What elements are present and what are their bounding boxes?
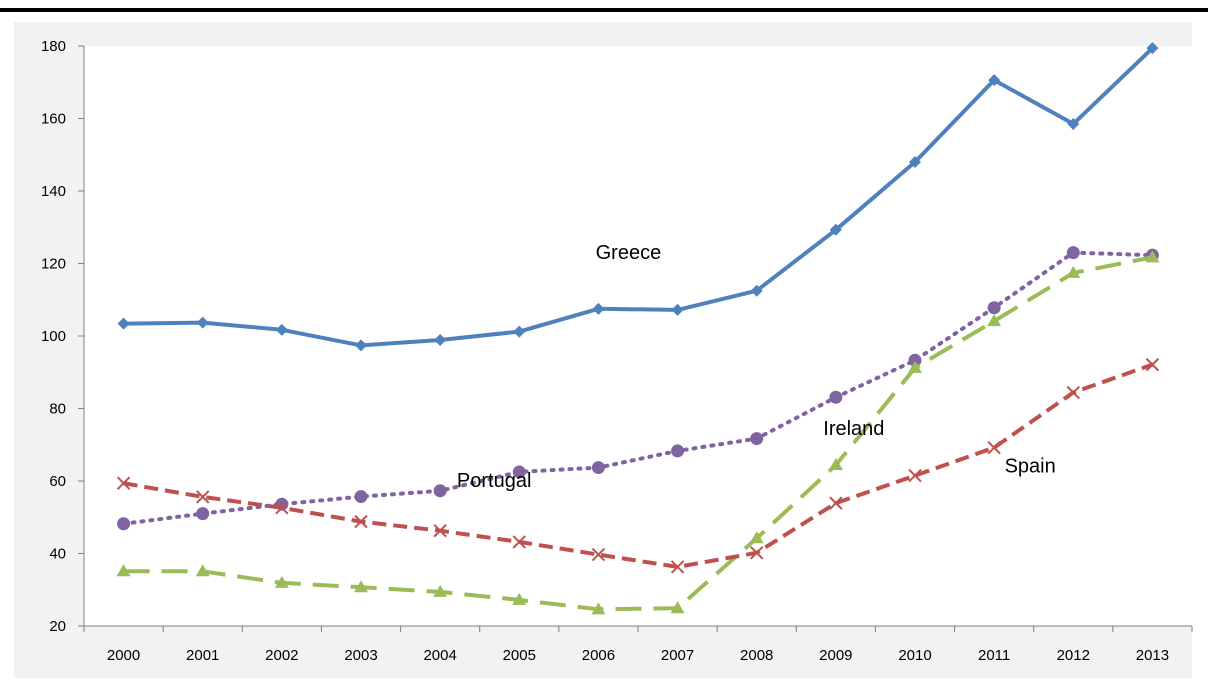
data-point-spain xyxy=(829,496,843,510)
data-point-portugal xyxy=(908,353,922,367)
y-tick-label: 20 xyxy=(49,618,66,635)
data-point-spain xyxy=(433,523,447,538)
data-point-spain xyxy=(750,546,764,560)
data-point-greece xyxy=(1067,117,1080,130)
y-tick-label: 60 xyxy=(49,473,66,490)
data-point-greece xyxy=(909,156,921,168)
data-point-ireland xyxy=(1145,250,1160,263)
data-point-ireland xyxy=(908,360,922,373)
data-point-greece xyxy=(355,339,367,352)
y-tick-label: 120 xyxy=(41,256,66,273)
x-tick-label: 2004 xyxy=(423,647,456,664)
data-point-greece xyxy=(829,223,842,236)
x-tick-label: 2005 xyxy=(503,647,536,664)
data-point-greece xyxy=(196,316,209,329)
data-point-greece xyxy=(513,325,526,338)
data-point-spain xyxy=(987,440,1001,455)
data-point-ireland xyxy=(512,592,527,605)
data-point-greece xyxy=(671,303,684,316)
data-point-spain xyxy=(354,514,368,529)
data-point-portugal xyxy=(829,390,843,404)
series-layer xyxy=(116,42,1160,615)
data-point-portugal xyxy=(117,517,131,531)
series-label-ireland: Ireland xyxy=(823,418,884,440)
data-point-greece xyxy=(592,302,605,315)
data-point-ireland xyxy=(274,575,289,588)
data-point-ireland xyxy=(828,458,843,471)
data-point-greece xyxy=(988,74,1001,87)
x-tick-label: 2000 xyxy=(107,647,140,664)
data-point-ireland xyxy=(749,531,764,544)
series-spain xyxy=(116,357,1160,574)
x-tick-label: 2007 xyxy=(661,647,694,664)
data-point-portugal xyxy=(512,465,526,479)
series-label-spain: Spain xyxy=(1005,456,1056,478)
data-point-ireland xyxy=(433,584,448,597)
data-point-greece xyxy=(750,284,763,297)
data-point-portugal xyxy=(1066,246,1080,260)
data-point-spain xyxy=(512,535,526,549)
y-tick-label: 160 xyxy=(41,111,66,128)
x-tick-label: 2002 xyxy=(265,647,298,664)
data-point-portugal xyxy=(591,461,605,475)
y-tick-label: 180 xyxy=(41,38,66,55)
x-tick-label: 2012 xyxy=(1057,647,1090,664)
series-labels: Greece Portugal Ireland Spain xyxy=(457,242,1056,492)
x-tick-label: 2003 xyxy=(344,647,377,664)
series-label-portugal: Portugal xyxy=(457,470,532,492)
data-point-portugal xyxy=(671,444,685,458)
series-line-portugal xyxy=(121,250,1155,526)
data-point-ireland xyxy=(354,580,368,593)
x-tick-label: 2001 xyxy=(186,647,219,664)
data-point-portugal xyxy=(196,507,210,521)
data-point-ireland xyxy=(670,601,685,614)
x-tick-label: 2009 xyxy=(819,647,852,664)
data-point-spain xyxy=(275,501,289,515)
y-tick-label: 40 xyxy=(49,546,66,563)
x-tick-label: 2010 xyxy=(898,647,931,664)
data-point-spain xyxy=(196,490,210,504)
data-point-spain xyxy=(670,560,685,574)
top-border xyxy=(0,8,1208,12)
x-tick-label: 2013 xyxy=(1136,647,1169,664)
series-label-greece: Greece xyxy=(596,242,662,264)
data-point-portugal xyxy=(750,432,764,446)
data-point-greece xyxy=(1146,42,1159,55)
series-line-ireland xyxy=(123,255,1153,612)
series-portugal xyxy=(117,246,1159,531)
data-point-spain xyxy=(1145,357,1160,372)
data-point-spain xyxy=(591,547,606,562)
x-tick-label: 2008 xyxy=(740,647,773,664)
data-point-spain xyxy=(908,468,922,483)
data-point-spain xyxy=(116,476,131,490)
data-point-greece xyxy=(434,333,447,346)
data-point-ireland xyxy=(591,602,606,615)
data-point-spain xyxy=(1066,385,1080,400)
data-point-portugal xyxy=(433,484,447,498)
y-tick-label: 140 xyxy=(41,183,66,200)
data-point-portugal xyxy=(987,301,1001,315)
y-tick-label: 80 xyxy=(49,401,66,418)
plot-area xyxy=(84,46,1192,626)
y-tick-label: 100 xyxy=(41,328,66,345)
series-line-greece xyxy=(121,46,1155,348)
series-ireland xyxy=(116,250,1160,615)
data-point-greece xyxy=(275,323,288,336)
data-point-ireland xyxy=(116,564,131,577)
series-greece xyxy=(117,42,1159,352)
data-point-greece xyxy=(117,317,130,330)
data-point-ireland xyxy=(987,314,1002,327)
data-point-ireland xyxy=(1066,265,1081,278)
axes: 20 40 60 80 100 120 140 160 180 2000 2001 2002 2003 2… xyxy=(41,38,1193,664)
x-tick-label: 2011 xyxy=(978,647,1010,664)
data-point-ireland xyxy=(195,564,210,577)
series-line-spain xyxy=(123,362,1154,569)
data-point-portugal xyxy=(354,490,368,504)
x-tick-label: 2006 xyxy=(582,647,615,664)
